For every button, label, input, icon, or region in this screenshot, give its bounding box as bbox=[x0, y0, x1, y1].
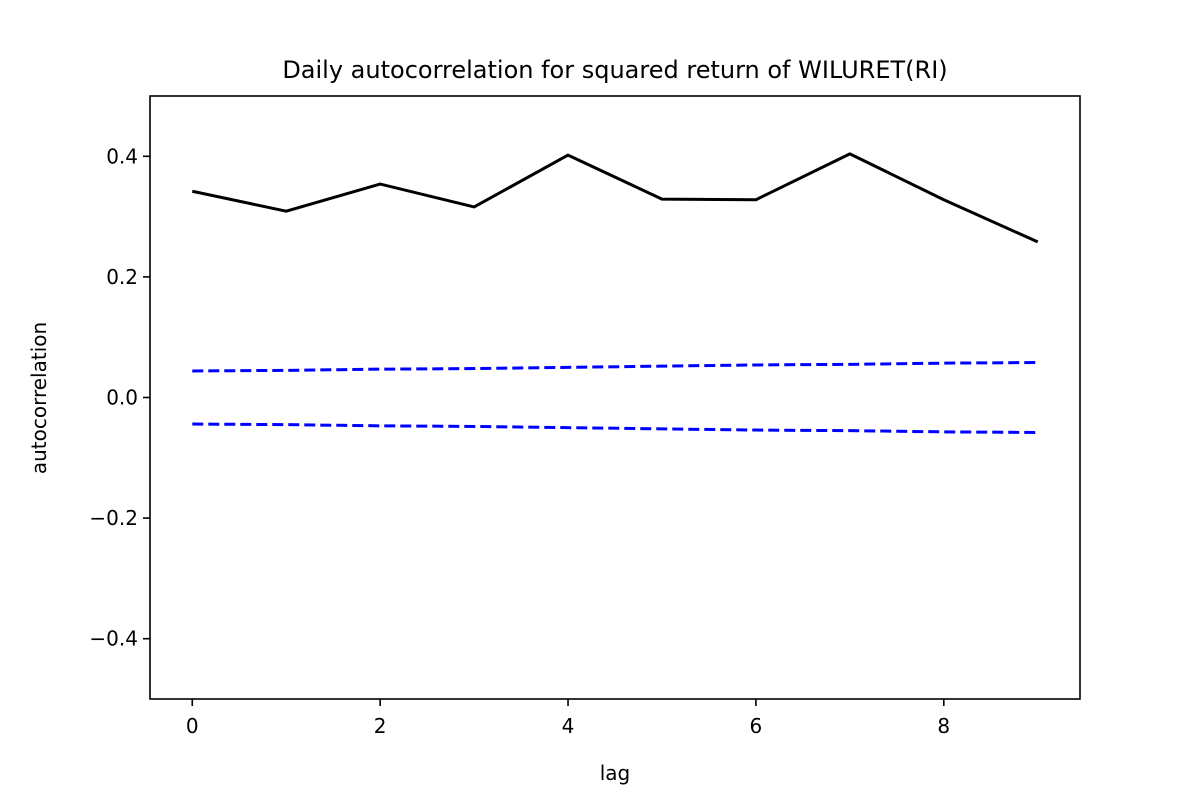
y-tick-label: 0.2 bbox=[106, 265, 138, 289]
upper-confidence-bound-line bbox=[192, 361, 1038, 373]
y-tick-label: 0.0 bbox=[106, 386, 138, 410]
x-tick-label: 2 bbox=[374, 714, 387, 738]
x-tick-label: 8 bbox=[937, 714, 950, 738]
y-tick-label: −0.4 bbox=[89, 627, 138, 651]
x-tick-label: 0 bbox=[186, 714, 199, 738]
y-tick-label: −0.2 bbox=[89, 506, 138, 530]
plot-frame bbox=[149, 95, 1081, 700]
x-axis-label: lag bbox=[600, 761, 631, 785]
x-tick-label: 6 bbox=[750, 714, 763, 738]
y-axis-label: autocorrelation bbox=[27, 322, 51, 474]
x-tick-label: 4 bbox=[562, 714, 575, 738]
autocorrelation-line bbox=[191, 152, 1039, 244]
chart-title: Daily autocorrelation for squared return… bbox=[282, 56, 947, 84]
lower-confidence-bound-line bbox=[192, 422, 1038, 434]
y-tick-label: 0.4 bbox=[106, 144, 138, 168]
y-axis-ticks: −0.4 −0.2 0.0 0.2 0.4 bbox=[89, 144, 150, 651]
x-axis-ticks: 0 2 4 6 8 bbox=[186, 699, 950, 738]
plot-lines bbox=[191, 152, 1039, 434]
